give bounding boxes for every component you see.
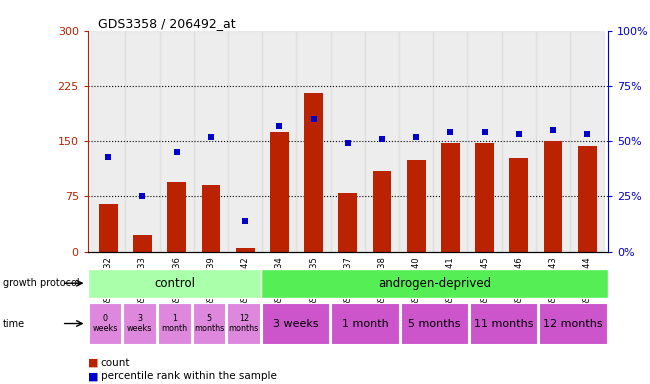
Text: growth protocol: growth protocol (3, 278, 80, 288)
Bar (399, 31, 434, 252)
Bar (133, 235, 152, 252)
Text: 3
weeks: 3 weeks (127, 314, 153, 333)
Bar (89, 303, 122, 344)
Text: ■: ■ (88, 371, 98, 381)
Bar (202, 185, 220, 252)
Bar (125, 31, 160, 252)
Bar (401, 303, 468, 344)
Text: androgen-deprived: androgen-deprived (378, 277, 491, 290)
Bar (261, 269, 608, 298)
Bar (502, 31, 536, 252)
Point (445, 129, 456, 136)
Text: time: time (3, 318, 25, 329)
Text: 12
months: 12 months (229, 314, 259, 333)
Point (377, 136, 387, 142)
Bar (262, 31, 296, 252)
Bar (228, 31, 262, 252)
Text: 5
months: 5 months (194, 314, 224, 333)
Bar (227, 303, 260, 344)
Bar (296, 31, 331, 252)
Text: control: control (154, 277, 195, 290)
Text: ■: ■ (88, 358, 98, 368)
Bar (91, 31, 125, 252)
Point (205, 134, 216, 140)
Point (172, 149, 182, 155)
Text: 5 months: 5 months (408, 318, 461, 329)
Point (582, 131, 592, 137)
Bar (194, 31, 228, 252)
Bar (236, 248, 255, 252)
Bar (193, 303, 226, 344)
Bar (99, 204, 118, 252)
Point (514, 131, 524, 137)
Bar (304, 93, 323, 252)
Point (548, 127, 558, 133)
Bar (536, 31, 570, 252)
Bar (467, 31, 502, 252)
Point (103, 154, 114, 160)
Bar (372, 170, 391, 252)
Bar (262, 303, 330, 344)
Bar (88, 269, 261, 298)
Bar (510, 158, 528, 252)
Bar (160, 31, 194, 252)
Bar (158, 303, 190, 344)
Text: 12 months: 12 months (543, 318, 603, 329)
Bar (543, 141, 562, 252)
Point (274, 122, 285, 129)
Bar (434, 31, 467, 252)
Text: percentile rank within the sample: percentile rank within the sample (101, 371, 277, 381)
Bar (339, 193, 357, 252)
Bar (331, 31, 365, 252)
Bar (365, 31, 399, 252)
Bar (407, 159, 426, 252)
Text: 11 months: 11 months (474, 318, 534, 329)
Bar (475, 143, 494, 252)
Text: 1 month: 1 month (342, 318, 389, 329)
Bar (570, 31, 604, 252)
Text: 1
month: 1 month (161, 314, 187, 333)
Text: 0
weeks: 0 weeks (92, 314, 118, 333)
Text: 3 weeks: 3 weeks (273, 318, 318, 329)
Bar (167, 182, 186, 252)
Bar (270, 132, 289, 252)
Point (137, 193, 148, 199)
Bar (332, 303, 398, 344)
Text: GDS3358 / 206492_at: GDS3358 / 206492_at (98, 17, 236, 30)
Point (343, 140, 353, 146)
Point (308, 116, 318, 122)
Bar (441, 143, 460, 252)
Point (411, 134, 421, 140)
Bar (578, 146, 597, 252)
Text: count: count (101, 358, 130, 368)
Point (240, 217, 250, 223)
Point (480, 129, 490, 136)
Bar (540, 303, 606, 344)
Bar (470, 303, 538, 344)
Bar (124, 303, 156, 344)
